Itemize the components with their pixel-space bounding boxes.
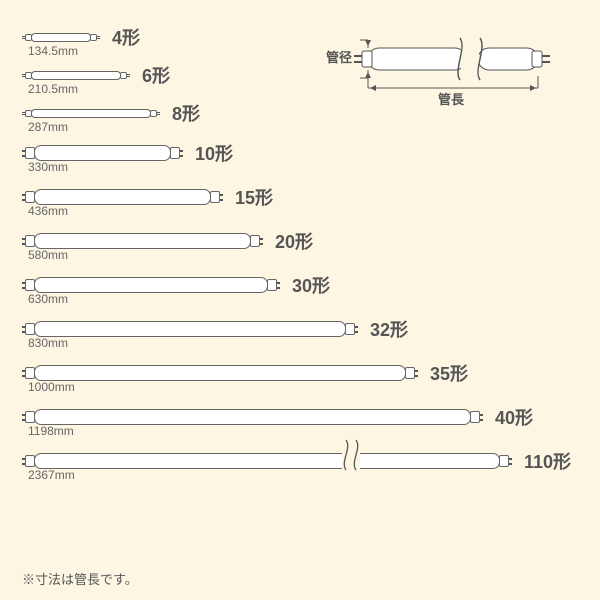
diagram-container: 管径 管長 4形134.5mm6形210.5mm8形287mm10形330mm1… <box>0 0 600 600</box>
tube-body <box>31 109 151 118</box>
tube-row-t110: 110形2367mm <box>22 448 571 474</box>
tube-row-t10: 10形330mm <box>22 140 233 166</box>
length-label: 2367mm <box>28 468 75 482</box>
tube-row-t4: 4形134.5mm <box>22 24 140 50</box>
tube-body-right <box>354 453 500 469</box>
tube-body <box>31 71 121 80</box>
tube-cap-right <box>120 72 127 79</box>
length-label: 330mm <box>28 160 68 174</box>
tube-row-t35: 35形1000mm <box>22 360 468 386</box>
type-label: 35形 <box>430 360 468 386</box>
tube-t15 <box>22 189 223 205</box>
tube-cap-left <box>25 235 35 247</box>
type-label: 30形 <box>292 272 330 298</box>
length-label: 630mm <box>28 292 68 306</box>
tube-cap-right <box>405 367 415 379</box>
tube-cap-right <box>345 323 355 335</box>
tube-row-t15: 15形436mm <box>22 184 273 210</box>
type-label: 6形 <box>142 62 170 88</box>
length-label: 830mm <box>28 336 68 350</box>
length-label: 210.5mm <box>28 82 78 96</box>
tube-t40 <box>22 409 483 425</box>
tube-body-left <box>34 453 348 469</box>
tube-cap-right <box>250 235 260 247</box>
tube-row-t40: 40形1198mm <box>22 404 533 430</box>
tube-cap-right <box>267 279 277 291</box>
tube-body <box>34 233 251 249</box>
tube-t30 <box>22 277 280 293</box>
tube-body <box>34 321 346 337</box>
type-label: 4形 <box>112 24 140 50</box>
tube-body <box>34 277 268 293</box>
length-label: 580mm <box>28 248 68 262</box>
legend-diagram: 管径 管長 <box>320 20 580 100</box>
tube-cap-left <box>25 34 32 41</box>
tube-cap-right <box>210 191 220 203</box>
type-label: 8形 <box>172 100 200 126</box>
tube-t8 <box>22 105 160 121</box>
type-label: 32形 <box>370 316 408 342</box>
type-label: 15形 <box>235 184 273 210</box>
length-label: 1000mm <box>28 380 75 394</box>
tube-row-t6: 6形210.5mm <box>22 62 170 88</box>
length-label: 436mm <box>28 204 68 218</box>
tube-body <box>34 409 471 425</box>
tube-row-t8: 8形287mm <box>22 100 200 126</box>
tube-row-t30: 30形630mm <box>22 272 330 298</box>
tube-body <box>34 145 171 161</box>
tube-cap-left <box>25 147 35 159</box>
tube-cap-left <box>25 455 35 467</box>
legend-length-label: 管長 <box>438 92 465 107</box>
tube-t4 <box>22 29 100 45</box>
tube-cap-left <box>25 279 35 291</box>
type-label: 10形 <box>195 140 233 166</box>
tube-cap-right <box>499 455 509 467</box>
tube-cap-left <box>25 72 32 79</box>
footnote: ※寸法は管長です。 <box>22 569 138 588</box>
tube-row-t20: 20形580mm <box>22 228 313 254</box>
tube-cap-left <box>25 367 35 379</box>
tube-cap-right <box>90 34 97 41</box>
break-mark-icon <box>342 446 360 476</box>
type-label: 110形 <box>524 448 571 474</box>
tube-cap-left <box>25 411 35 423</box>
type-label: 20形 <box>275 228 313 254</box>
tube-t10 <box>22 145 183 161</box>
tube-body <box>34 365 406 381</box>
tube-t35 <box>22 365 418 381</box>
tube-cap-right <box>170 147 180 159</box>
tube-cap-left <box>25 110 32 117</box>
tube-t6 <box>22 67 130 83</box>
tube-body <box>34 189 211 205</box>
tube-t20 <box>22 233 263 249</box>
tube-cap-left <box>25 191 35 203</box>
tube-body <box>31 33 91 42</box>
length-label: 287mm <box>28 120 68 134</box>
length-label: 1198mm <box>28 424 74 438</box>
type-label: 40形 <box>495 404 533 430</box>
tube-row-t32: 32形830mm <box>22 316 408 342</box>
tube-cap-right <box>470 411 480 423</box>
tube-cap-left <box>25 323 35 335</box>
length-label: 134.5mm <box>28 44 78 58</box>
tube-t32 <box>22 321 358 337</box>
tube-cap-right <box>150 110 157 117</box>
legend-diameter-label: 管径 <box>326 50 352 65</box>
tube-t110 <box>22 453 512 469</box>
